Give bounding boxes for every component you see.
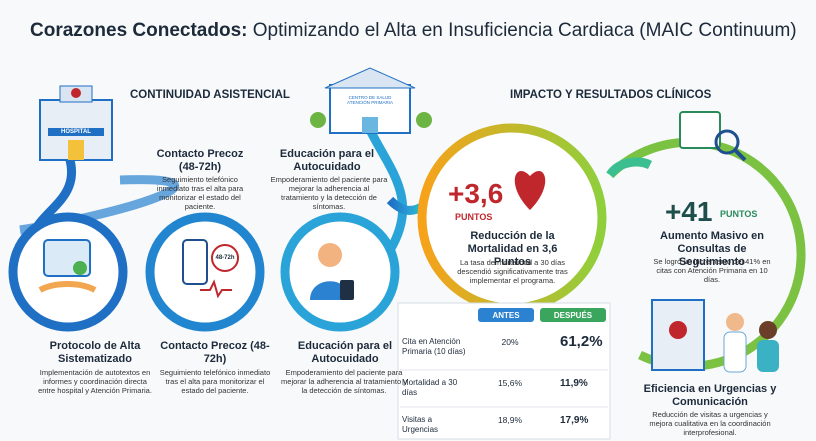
card-title: Educación para el Autocuidado [279,148,375,173]
before-value: 20% [501,337,519,347]
result-text: La tasa de mortalidad a 30 días descendi… [457,258,568,285]
title: Corazones Conectados: Optimizando el Alt… [30,20,797,41]
result-title: Reducción de la Mortalidad en 3,6 Puntos [467,230,558,268]
step-title: Educación para el Autocuidado [297,340,393,365]
result-text: Reducción de visitas a urgencias y mejor… [649,410,771,437]
before-value: 18,9% [497,415,523,425]
row-label: Visitas a Urgencias [402,415,439,434]
big-number: +3,6 [448,178,504,209]
label: CENTRO DE SALUD ATENCIÓN PRIMARIA [347,95,393,105]
table-header: ANTES [492,311,520,320]
section-title: IMPACTO Y RESULTADOS CLÍNICOS [510,89,712,101]
step-text: Seguimiento telefónico inmediato tras el… [159,368,271,395]
row-label: Mortalidad a 30 días [402,378,458,397]
unit: PUNTOS [720,209,758,219]
card-title: Contacto Precoz (48-72h) [156,148,244,173]
after-value: 11,9% [560,378,588,389]
unit: PUNTOS [455,212,493,222]
step-title: Contacto Precoz (48-72h) [160,340,270,365]
step-text: Implementación de autotextos en informes… [38,368,152,395]
card-text: Seguimiento telefónico inmediato tras el… [156,175,244,211]
card-text: Empoderamiento del paciente para mejorar… [270,175,388,211]
step-title: Protocolo de Alta Sistematizado [49,340,141,365]
result-title: Eficiencia en Urgencias y Comunicación [643,383,777,408]
after-value: 61,2% [560,333,603,350]
section-title: CONTINUIDAD ASISTENCIAL [130,89,290,101]
table-header: DESPUÉS [553,311,593,320]
result-title: Aumento Masivo en Consultas de Seguimien… [660,230,764,268]
label: 48-72h [215,255,235,261]
step-text: Empoderamiento del paciente para mejorar… [281,368,407,395]
big-number: +41 [665,196,713,227]
row-label: Cita en Atención Primaria (10 días) [402,337,466,356]
after-value: 17,9% [560,415,589,426]
result-text: Se logró un incremento del 41% en citas … [653,257,771,284]
before-value: 15,6% [497,378,523,388]
label: HOSPITAL [61,129,91,135]
